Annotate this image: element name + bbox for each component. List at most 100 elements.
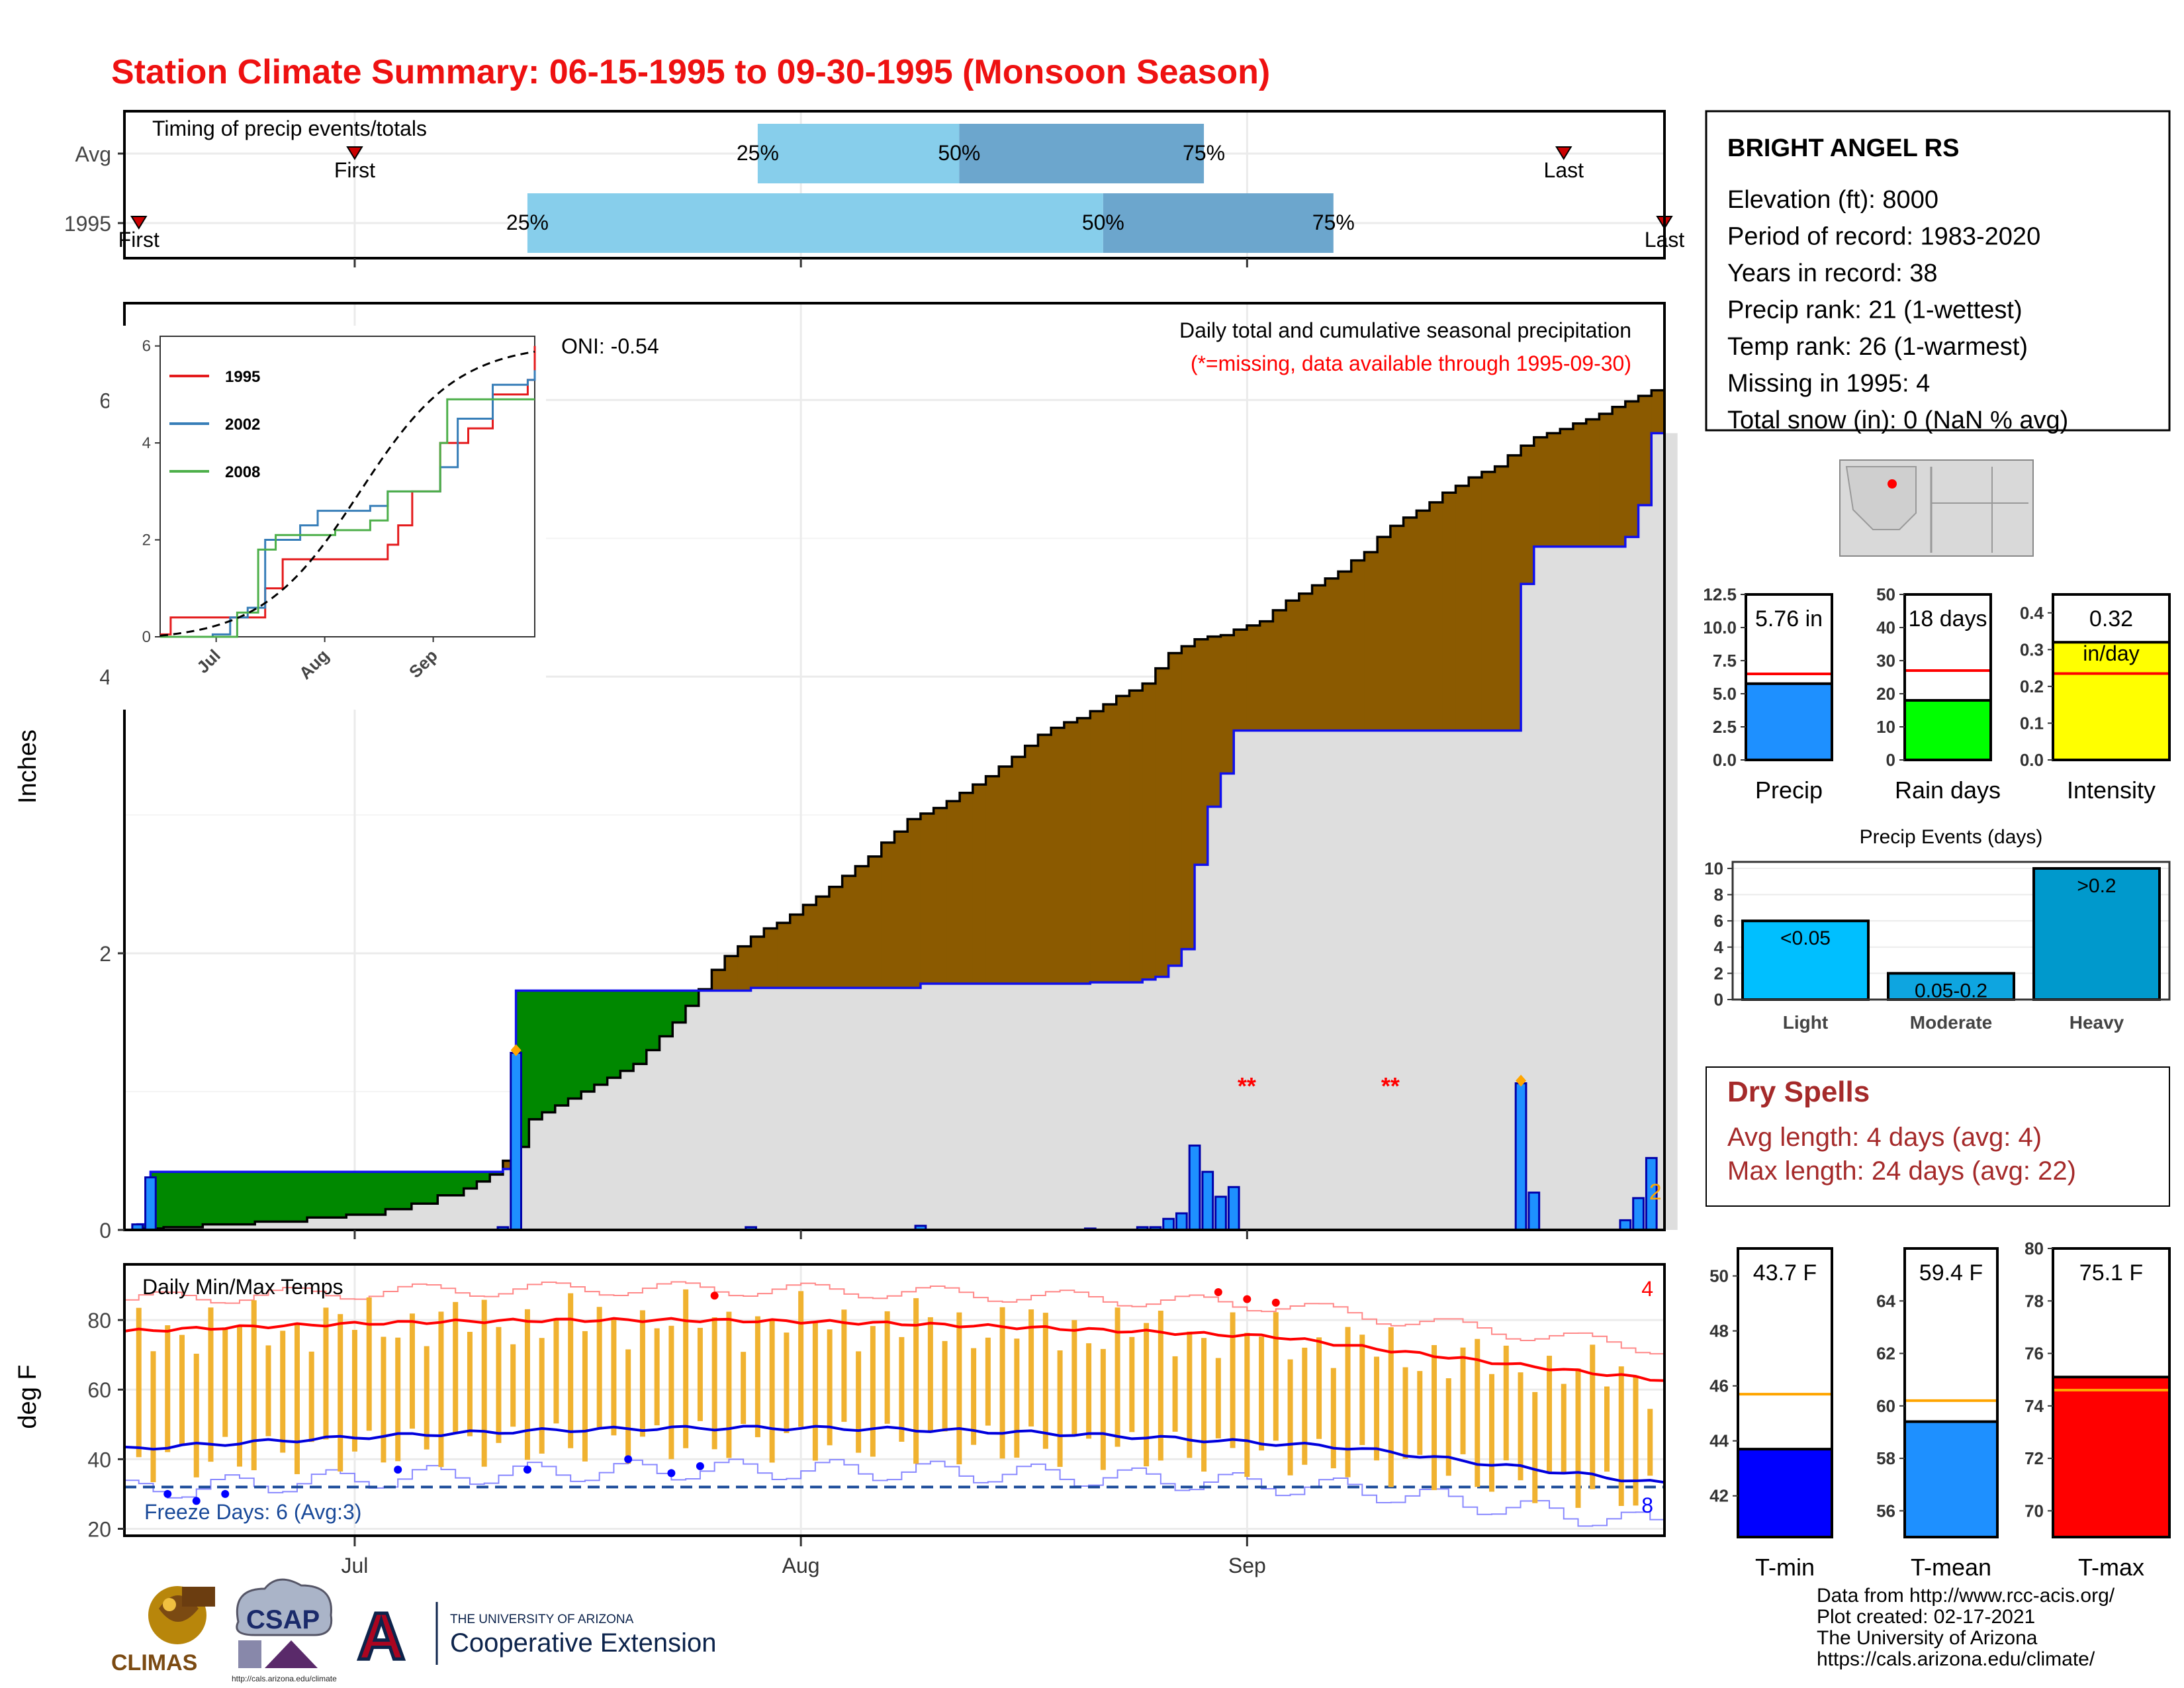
above-normal-area [555,990,569,1105]
above-normal-area [529,990,543,1119]
panel-y-tick: 64 [1876,1291,1895,1311]
below-normal-area [1364,552,1378,731]
daily-temp-bar [136,1307,142,1458]
below-normal-area [1234,630,1248,731]
p50-label: 50% [938,141,980,165]
daily-temp-bar [985,1337,991,1426]
daily-temp-bar [856,1351,862,1453]
event-bar [1741,919,1870,1001]
above-normal-area [137,1224,151,1229]
y-tick-label: 0 [99,1219,111,1243]
below-normal-area [1077,718,1091,984]
daily-temp-bar [265,1345,271,1436]
inset-series-2008 [160,398,535,638]
inset-y-tick: 4 [142,434,151,452]
panel-category-label: T-mean [1911,1554,1991,1581]
first-label: First [334,158,375,182]
above-normal-area [346,1172,360,1215]
daily-temp-bar [798,1291,804,1427]
daily-temp-bar [827,1329,833,1446]
panel-y-tick: 10 [1876,717,1895,737]
record-day-marker [510,1044,522,1056]
events-y-tick: 4 [1714,937,1724,957]
station-info-line: Total snow (in): 0 (NaN % avg) [1727,406,2068,434]
y-tick-label: 2 [99,942,111,966]
panel-y-tick: 12.5 [1703,585,1737,604]
above-normal-area [490,1172,504,1175]
daily-temp-bar [1518,1372,1524,1481]
panel-y-tick: 2.5 [1713,717,1737,737]
daily-temp-bar [1489,1374,1495,1492]
daily-temp-bar [1532,1391,1538,1503]
timing-frame [123,110,1666,259]
record-high-marker [1271,1298,1280,1307]
p50-label: 50% [1082,211,1124,234]
panel-value-label: 18 days [1908,606,1987,632]
panel-value-label: 59.4 F [1919,1260,1983,1286]
below-normal-area [1377,537,1391,731]
temp-summary-panels: 42 44 46 48 50 43.7 F T-min 56 58 60 62 64 59.4 F T-m… [1709,1239,2171,1581]
timing-bar-25-50 [527,193,1103,253]
below-normal-area [1416,510,1430,731]
record-high-marker [710,1291,719,1300]
below-normal-area [1286,600,1300,731]
panel-y-tick: 78 [2025,1291,2044,1311]
below-normal-area [1155,668,1169,977]
last-label: Last [1544,158,1584,182]
below-normal-area [1168,653,1182,966]
daily-temp-bar [395,1337,401,1462]
below-normal-area [1481,471,1496,731]
daily-temp-bar [1475,1338,1480,1487]
daily-temp-bar [323,1307,329,1440]
daily-temp-bar [1374,1356,1380,1461]
panel-y-tick: 0.4 [2020,603,2044,623]
panel-y-tick: 5.0 [1713,684,1737,704]
below-normal-area [1430,502,1443,731]
legend-label: 1995 [225,368,260,386]
daily-temp-bar [409,1313,415,1429]
below-normal-area [894,831,908,988]
below-normal-area [1246,625,1261,731]
station-info-line: Elevation (ft): 8000 [1727,186,1938,214]
above-normal-area [451,1172,465,1196]
above-normal-area [672,990,686,1023]
below-normal-area [1533,437,1548,547]
panel-frame [2052,1247,2171,1538]
station-name: BRIGHT ANGEL RS [1727,134,1959,162]
daily-temp-bar [438,1311,444,1468]
daily-temp-bar [208,1307,214,1462]
above-normal-area [294,1172,308,1222]
daily-temp-bar [1100,1348,1106,1470]
below-normal-area [1090,711,1104,982]
below-normal-area [1390,526,1404,731]
daily-temp-bar [683,1289,689,1448]
record-low-marker [163,1489,172,1498]
daily-temp-bar [424,1346,430,1450]
daily-temp-bar [1388,1327,1394,1487]
above-normal-area [281,1172,295,1222]
below-normal-area [1651,390,1665,434]
daily-precip-bar [1632,1197,1645,1231]
event-bar [2032,867,2161,1002]
below-normal-area [946,801,960,984]
logos: CLIMAS CSAP http://cals.arizona.edu/clim… [111,1578,716,1683]
daily-temp-bar [1561,1383,1567,1474]
timing-row-label: 1995 [64,212,111,236]
above-normal-area [437,1172,451,1196]
daily-temp-bar [1201,1338,1207,1472]
daily-temp-bar [711,1317,717,1450]
daily-temp-bar [625,1349,631,1464]
below-normal-area [1011,757,1026,984]
month-tick-label: Sep [1228,1554,1266,1577]
daily-temp-bar [769,1319,775,1463]
above-normal-area [176,1172,191,1227]
inset-y-tick: 2 [142,532,151,549]
first-marker [346,146,363,160]
events-y-tick: 0 [1714,990,1723,1009]
avg-min-line [124,1425,1665,1484]
daily-temp-bar [510,1344,516,1427]
below-normal-area [1142,683,1156,980]
climas-logo: CLIMAS [111,1586,215,1675]
below-normal-area [1547,433,1561,547]
inset-frame [159,336,535,637]
